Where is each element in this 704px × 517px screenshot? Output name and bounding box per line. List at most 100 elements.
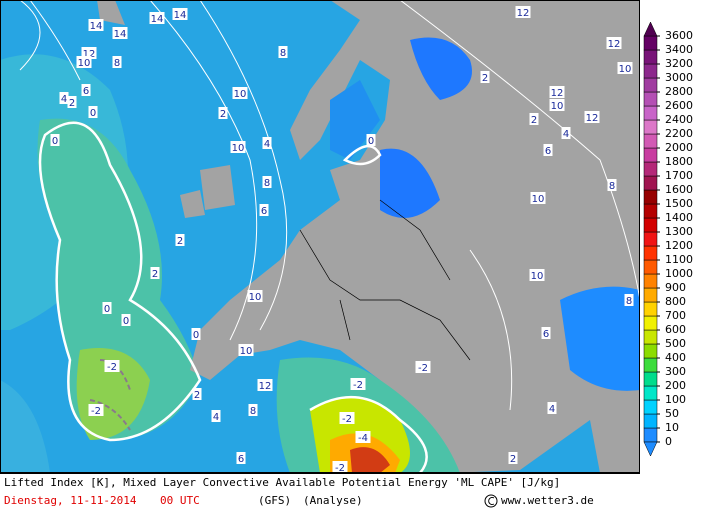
colorbar-label: 900	[665, 281, 686, 294]
contour-label: 12	[259, 381, 272, 392]
footer-credit[interactable]: www.wetter3.de	[501, 494, 594, 507]
colorbar-label: 300	[665, 365, 686, 378]
colorbar-label: 2000	[665, 141, 693, 154]
colorbar-segment	[643, 385, 658, 401]
colorbar-label: 2600	[665, 99, 693, 112]
colorbar-label: 3400	[665, 43, 693, 56]
colorbar-label: 700	[665, 309, 686, 322]
contour-label: 0	[90, 108, 96, 119]
contour-label-box	[543, 144, 553, 156]
colorbar-segment	[643, 357, 658, 373]
contour-label-box	[606, 37, 622, 49]
contour-label-box	[561, 127, 571, 139]
contour-label-box	[541, 327, 551, 339]
contour-label: 6	[261, 206, 267, 217]
colorbar-label: 1600	[665, 183, 693, 196]
contour-label-box	[332, 461, 348, 473]
colorbar-label: 1000	[665, 267, 693, 280]
colorbar-segment	[643, 175, 658, 191]
contour-label: 2	[177, 236, 183, 247]
footer-date: Dienstag, 11-11-2014	[4, 494, 137, 507]
contour-label: 10	[240, 346, 253, 357]
contour-label-box	[350, 378, 366, 390]
colorbar-label: 1400	[665, 211, 693, 224]
contour-label-box	[549, 86, 565, 98]
colorbar-segment	[643, 343, 658, 359]
colorbar-segment	[643, 231, 658, 247]
contour-label: 4	[549, 404, 555, 415]
colorbar-segment	[643, 427, 658, 443]
colorbar-label: 600	[665, 323, 686, 336]
contour-label: 10	[619, 64, 632, 75]
contour-label-box	[150, 267, 160, 279]
colorbar-segment	[643, 217, 658, 233]
contour-label: 14	[90, 21, 103, 32]
colorbar-label: 0	[665, 435, 672, 448]
contour-label: 14	[174, 10, 187, 21]
contour-label-box	[88, 106, 98, 118]
contour-label-box	[175, 234, 185, 246]
contour-label-box	[529, 269, 545, 281]
contour-label: 6	[83, 86, 89, 97]
colorbar-segment	[643, 35, 658, 51]
contour-label-box	[248, 404, 258, 416]
contour-label-box	[355, 431, 371, 443]
contour-label: -2	[418, 363, 428, 374]
contour-label: -2	[91, 406, 101, 417]
contour-label: -4	[358, 433, 368, 444]
contour-label: 12	[608, 39, 621, 50]
contour-label: 10	[532, 194, 545, 205]
contour-label: -2	[342, 414, 352, 425]
contour-label-box	[112, 27, 128, 39]
colorbar-label: 1100	[665, 253, 693, 266]
colorbar-segment	[643, 49, 658, 65]
contour-label: 8	[280, 48, 286, 59]
colorbar-segment	[643, 371, 658, 387]
colorbar-segment	[643, 259, 658, 275]
contour-label-box	[211, 410, 221, 422]
colorbar-label: 2400	[665, 113, 693, 126]
contour-label: 0	[193, 330, 199, 341]
colorbar-segment	[643, 105, 658, 121]
contour-label-box	[50, 134, 60, 146]
colorbar-label: 1300	[665, 225, 693, 238]
contour-label-box	[584, 111, 600, 123]
colorbar-label: 10	[665, 421, 679, 434]
contour-label: 10	[249, 292, 262, 303]
colorbar-label: 50	[665, 407, 679, 420]
contour-label-box	[238, 344, 254, 356]
contour-label-box	[232, 87, 248, 99]
colorbar-segment	[643, 119, 658, 135]
contour-label: 10	[531, 271, 544, 282]
contour-label: 8	[626, 296, 632, 307]
contour-label: 12	[83, 49, 96, 60]
colorbar-label: 2800	[665, 85, 693, 98]
colorbar-label: 3600	[665, 29, 693, 42]
contour-label-box	[515, 6, 531, 18]
contour-label-box	[530, 192, 546, 204]
contour-label: 4	[563, 129, 569, 140]
colorbar-label: 200	[665, 379, 686, 392]
colorbar-segment	[643, 329, 658, 345]
map-frame	[0, 0, 640, 473]
contour-label-box	[415, 361, 431, 373]
contour-label: 10	[551, 101, 564, 112]
contour-label: 10	[234, 89, 247, 100]
footer-time: 00 UTC	[160, 494, 200, 507]
contour-label-box	[278, 46, 288, 58]
contour-label-box	[549, 99, 565, 111]
contour-label: 10	[232, 143, 245, 154]
colorbar-label: 3000	[665, 71, 693, 84]
contour-label: 10	[78, 58, 91, 69]
contour-label-box	[247, 290, 263, 302]
contour-label-box	[112, 56, 122, 68]
contour-label-box	[218, 107, 228, 119]
colorbar-segment	[643, 273, 658, 289]
colorbar-segment	[643, 245, 658, 261]
contour-label: 2	[482, 73, 488, 84]
colorbar-segment	[643, 399, 658, 415]
copyright-icon	[484, 494, 498, 508]
colorbar-segment	[643, 91, 658, 107]
